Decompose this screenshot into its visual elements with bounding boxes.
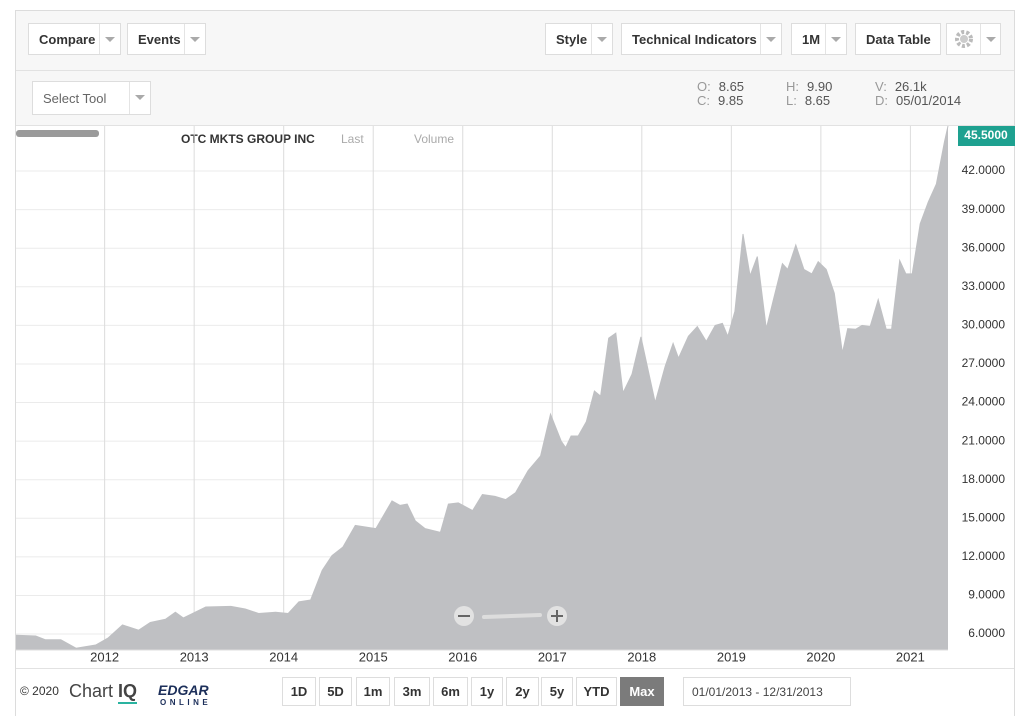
area-fill (16, 126, 948, 650)
button-label: 1M (802, 31, 821, 47)
panel-handle (16, 130, 99, 137)
x-tick-label: 2015 (359, 649, 388, 664)
ohlc-label: D: (875, 93, 888, 108)
range-button[interactable]: 3m (394, 677, 430, 706)
x-tick-label: 2014 (269, 649, 298, 664)
logo-chart: Chart (69, 681, 114, 701)
ohlc-label: C: (697, 93, 710, 108)
price-line (15, 125, 949, 649)
dropdown-caret (129, 82, 150, 114)
range-button[interactable]: 1D (282, 677, 316, 706)
toolbar-button[interactable]: 1M (791, 23, 847, 55)
y-tick-label: 27.0000 (962, 356, 1006, 370)
gear-icon (955, 30, 973, 48)
ohlc-value: 8.65 (804, 93, 831, 108)
toolbar-button[interactable]: Compare (28, 23, 121, 55)
logo-iq: IQ (118, 681, 138, 704)
x-tick-label: 2013 (180, 649, 209, 664)
ohlc-item: H: 9.90 (786, 79, 832, 94)
x-tick-label: 2018 (627, 649, 656, 664)
y-tick-label: 33.0000 (962, 279, 1006, 293)
ohlc-value: 26.1k (894, 79, 927, 94)
ohlc-item: C: 9.85 (697, 93, 743, 108)
current-price-label: 45.5000 (964, 128, 1008, 142)
dropdown-caret (979, 24, 1000, 54)
current-price-box (958, 126, 1015, 146)
dropdown-caret (760, 24, 781, 54)
ohlc-value: 9.90 (807, 79, 833, 94)
range-button[interactable]: YTD (576, 677, 617, 706)
range-button[interactable]: 6m (433, 677, 468, 706)
x-tick-label: 2012 (90, 649, 119, 664)
button-label: Data Table (866, 31, 931, 47)
range-button[interactable]: 5y (541, 677, 573, 706)
range-button[interactable]: 5D (319, 677, 352, 706)
dropdown-caret (99, 24, 120, 54)
range-button[interactable]: 1y (471, 677, 503, 706)
ohlc-value: 8.65 (718, 79, 745, 94)
button-label: Events (138, 31, 181, 47)
toolbar-button[interactable]: Technical Indicators (621, 23, 782, 55)
y-tick-label: 12.0000 (962, 549, 1006, 563)
volume-label: Volume (414, 132, 454, 146)
dropdown-caret (184, 24, 205, 54)
x-tick-label: 2021 (896, 649, 925, 664)
y-tick-label: 6.0000 (968, 626, 1005, 640)
ohlc-value: 9.85 (718, 93, 744, 108)
range-button[interactable]: 1m (356, 677, 390, 706)
series-label: Last (341, 132, 364, 146)
x-tick-label: 2020 (806, 649, 835, 664)
toolbar-button[interactable]: Events (127, 23, 206, 55)
y-tick-label: 9.0000 (968, 588, 1005, 602)
info-bar (16, 71, 1014, 126)
toolbar-button[interactable]: Select Tool (32, 81, 151, 115)
logo-edgar: EDGAR (158, 682, 209, 698)
date-range-input[interactable]: 01/01/2013 - 12/31/2013 (683, 677, 851, 706)
x-tick-label: 2019 (717, 649, 746, 664)
ohlc-label: L: (786, 93, 797, 108)
x-tick-label: 2016 (448, 649, 477, 664)
y-tick-label: 15.0000 (962, 510, 1006, 524)
ohlc-label: H: (786, 79, 799, 94)
x-tick-label: 2017 (538, 649, 567, 664)
ohlc-item: D: 05/01/2014 (875, 93, 961, 108)
button-label: Compare (39, 31, 96, 47)
ohlc-item: L: 8.65 (786, 93, 830, 108)
chart-title: OTC MKTS GROUP INC (181, 132, 315, 146)
dropdown-caret (591, 24, 612, 54)
toolbar-button[interactable]: Data Table (855, 23, 941, 55)
logo-online: ONLINE (160, 698, 212, 707)
ohlc-item: V: 26.1k (875, 79, 927, 94)
dropdown-caret (825, 24, 846, 54)
copyright: © 2020 (20, 684, 59, 698)
ohlc-label: V: (875, 79, 887, 94)
ohlc-item: O: 8.65 (697, 79, 744, 94)
settings-button[interactable] (946, 23, 1001, 55)
range-button[interactable]: Max (620, 677, 664, 706)
y-tick-label: 30.0000 (962, 318, 1006, 332)
y-tick-label: 24.0000 (962, 395, 1006, 409)
y-tick-label: 18.0000 (962, 472, 1006, 486)
range-button[interactable]: 2y (506, 677, 539, 706)
button-label: Technical Indicators (632, 31, 757, 47)
y-tick-label: 39.0000 (962, 202, 1006, 216)
y-tick-label: 42.0000 (962, 163, 1006, 177)
toolbar-button[interactable]: Style (545, 23, 613, 55)
button-label: Select Tool (43, 90, 107, 106)
y-tick-label: 36.0000 (962, 240, 1006, 254)
y-tick-label: 21.0000 (962, 433, 1006, 447)
ohlc-value: 05/01/2014 (896, 93, 962, 108)
ohlc-label: O: (697, 79, 711, 94)
button-label: Style (556, 31, 588, 47)
